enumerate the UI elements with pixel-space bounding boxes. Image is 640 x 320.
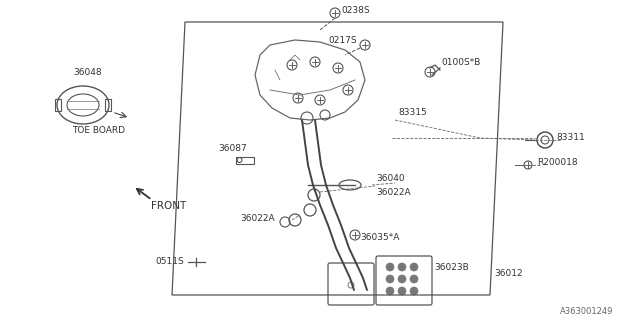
Bar [55, 99, 61, 111]
Text: 0511S: 0511S [155, 257, 184, 266]
Bar [105, 99, 111, 111]
Text: 36012: 36012 [494, 268, 523, 277]
Text: 36040: 36040 [376, 173, 404, 182]
Circle shape [386, 287, 394, 295]
Text: 0217S: 0217S [328, 36, 356, 44]
Circle shape [386, 263, 394, 271]
Text: FRONT: FRONT [151, 201, 186, 211]
Text: 0100S*B: 0100S*B [441, 58, 481, 67]
Circle shape [398, 263, 406, 271]
Text: 0238S: 0238S [341, 5, 370, 14]
Text: 83315: 83315 [398, 108, 427, 116]
Text: 83311: 83311 [556, 132, 585, 141]
Text: 36023B: 36023B [434, 263, 468, 273]
Circle shape [398, 287, 406, 295]
Circle shape [410, 263, 418, 271]
Text: A363001249: A363001249 [560, 308, 613, 316]
Text: 36035*A: 36035*A [360, 233, 399, 242]
Text: TOE BOARD: TOE BOARD [72, 125, 125, 134]
Text: 36022A: 36022A [376, 188, 411, 196]
Text: R200018: R200018 [537, 157, 578, 166]
Circle shape [410, 287, 418, 295]
Circle shape [398, 275, 406, 283]
Text: 36087: 36087 [218, 143, 247, 153]
Bar [236, 156, 254, 164]
Text: 36022A: 36022A [240, 213, 275, 222]
Text: 36048: 36048 [73, 68, 102, 76]
Circle shape [386, 275, 394, 283]
Circle shape [410, 275, 418, 283]
